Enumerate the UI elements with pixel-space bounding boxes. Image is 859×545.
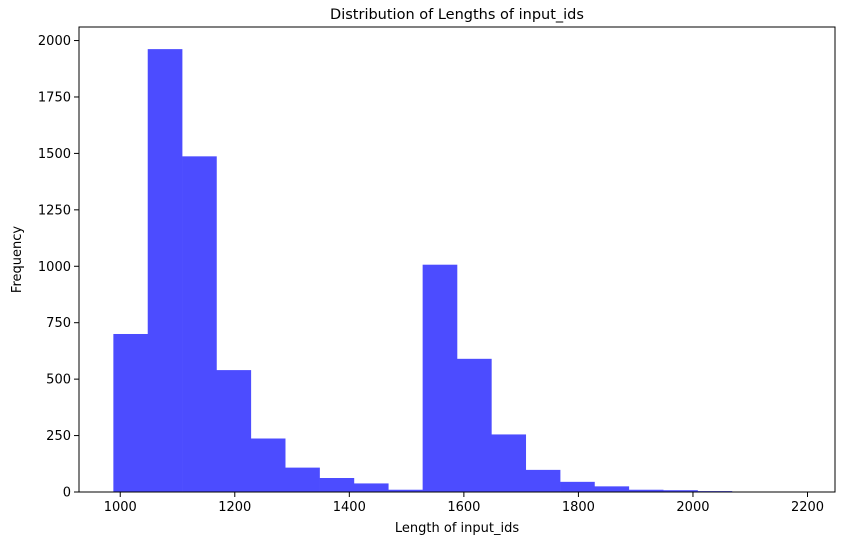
y-tick-label: 1750 (38, 90, 71, 105)
histogram-bar (560, 481, 595, 492)
y-tick-label: 1250 (38, 203, 71, 218)
y-tick-label: 2000 (38, 34, 71, 49)
bars-group (113, 49, 801, 493)
histogram-bar (457, 358, 492, 492)
y-tick-label: 750 (46, 316, 71, 331)
histogram-bar (113, 333, 149, 492)
x-tick-label: 2200 (791, 500, 824, 515)
plot-frame (78, 26, 836, 493)
x-axis: 1000 1200 1400 1600 1800 2000 2200 (104, 492, 824, 515)
y-tick-label: 0 (63, 486, 71, 501)
y-tick-label: 1000 (38, 260, 71, 275)
y-axis-label: Frequency (10, 226, 25, 293)
x-tick-label: 1800 (562, 500, 595, 515)
histogram-bar (388, 489, 423, 492)
y-axis: 0 250 500 750 1000 1250 1500 1750 2000 (38, 34, 79, 501)
histogram-bar (216, 370, 252, 492)
x-tick-label: 1200 (218, 500, 251, 515)
y-tick-label: 250 (46, 429, 71, 444)
histogram-bar (422, 264, 458, 492)
histogram-bar (663, 490, 698, 492)
x-axis-label: Length of input_ids (395, 521, 519, 536)
histogram-bar (250, 438, 286, 492)
x-tick-label: 2000 (676, 500, 709, 515)
x-tick-label: 1000 (104, 500, 137, 515)
histogram-bar (285, 467, 320, 492)
y-tick-label: 1500 (38, 147, 71, 162)
chart-title: Distribution of Lengths of input_ids (330, 7, 584, 23)
histogram-bar (353, 483, 389, 492)
histogram-bar (628, 489, 664, 492)
histogram-bar (525, 469, 561, 492)
histogram-bar (319, 478, 355, 492)
x-tick-label: 1600 (447, 500, 480, 515)
histogram-bar (147, 49, 183, 492)
histogram-bar (182, 156, 217, 493)
histogram-bar (594, 486, 630, 492)
histogram-bar (491, 434, 527, 492)
y-tick-label: 500 (46, 373, 71, 388)
x-tick-label: 1400 (333, 500, 366, 515)
